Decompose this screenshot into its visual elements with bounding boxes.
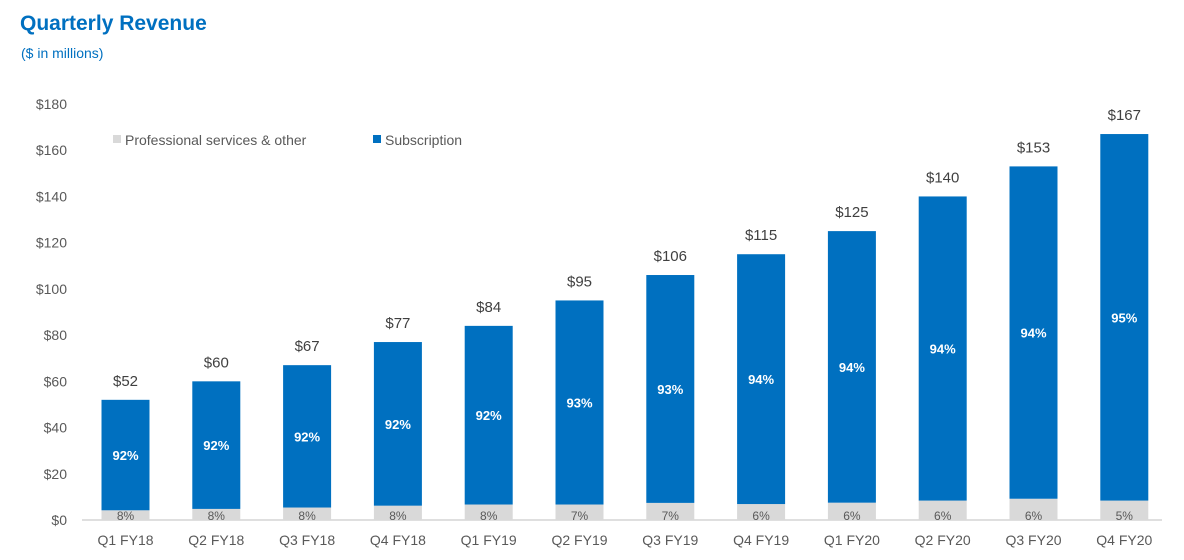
bar-subscription <box>555 300 604 505</box>
y-tick-label: $180 <box>36 96 67 112</box>
x-category-label: Q4 FY19 <box>733 532 789 548</box>
subscription-percent-label: 95% <box>1111 310 1137 325</box>
professional-services-percent-label: 8% <box>208 509 226 523</box>
x-category-label: Q1 FY18 <box>97 532 153 548</box>
bar-subscription <box>646 275 695 503</box>
y-tick-label: $120 <box>36 235 67 251</box>
total-value-label: $60 <box>204 354 229 371</box>
subscription-percent-label: 94% <box>930 342 956 357</box>
professional-services-percent-label: 8% <box>298 509 316 523</box>
total-value-label: $95 <box>567 273 592 290</box>
legend-swatch-subscription <box>373 135 381 143</box>
subscription-percent-label: 93% <box>657 382 683 397</box>
professional-services-percent-label: 7% <box>571 509 589 523</box>
x-category-label: Q1 FY20 <box>824 532 880 548</box>
subscription-percent-label: 94% <box>1020 326 1046 341</box>
professional-services-percent-label: 7% <box>662 509 680 523</box>
x-category-label: Q2 FY18 <box>188 532 244 548</box>
professional-services-percent-label: 6% <box>752 509 770 523</box>
x-category-label: Q2 FY19 <box>551 532 607 548</box>
professional-services-percent-label: 8% <box>389 509 407 523</box>
total-value-label: $77 <box>385 315 410 332</box>
y-tick-label: $140 <box>36 188 67 204</box>
chart-title: Quarterly Revenue <box>20 12 207 35</box>
legend-swatch-professional-services <box>113 135 121 143</box>
x-category-label: Q4 FY18 <box>370 532 426 548</box>
x-category-label: Q3 FY20 <box>1005 532 1061 548</box>
total-value-label: $84 <box>476 299 501 316</box>
subscription-percent-label: 92% <box>294 429 320 444</box>
professional-services-percent-label: 8% <box>480 509 498 523</box>
legend-label-professional-services: Professional services & other <box>125 132 307 148</box>
total-value-label: $153 <box>1017 139 1050 156</box>
x-category-label: Q3 FY19 <box>642 532 698 548</box>
y-tick-label: $40 <box>44 420 68 436</box>
y-tick-label: $20 <box>44 466 68 482</box>
subscription-percent-label: 92% <box>476 408 502 423</box>
total-value-label: $167 <box>1108 107 1141 124</box>
bar-professional-services <box>373 505 422 520</box>
bar-subscription <box>192 381 241 509</box>
bar-subscription <box>464 325 513 505</box>
bar-professional-services <box>192 508 241 520</box>
bar-professional-services <box>1100 500 1149 520</box>
bar-subscription <box>737 254 786 505</box>
professional-services-percent-label: 6% <box>934 509 952 523</box>
y-tick-label: $100 <box>36 281 67 297</box>
professional-services-percent-label: 5% <box>1116 509 1134 523</box>
bar-subscription <box>101 399 150 511</box>
bar-subscription <box>283 365 332 508</box>
bar-professional-services <box>827 502 876 520</box>
subscription-percent-label: 94% <box>748 372 774 387</box>
bar-professional-services <box>464 504 513 520</box>
y-tick-label: $60 <box>44 373 68 389</box>
subscription-percent-label: 92% <box>112 448 138 463</box>
bar-subscription <box>373 342 422 506</box>
x-category-label: Q3 FY18 <box>279 532 335 548</box>
bar-subscription <box>1100 134 1149 501</box>
professional-services-percent-label: 6% <box>1025 509 1043 523</box>
total-value-label: $67 <box>295 338 320 355</box>
x-category-label: Q4 FY20 <box>1096 532 1152 548</box>
bar-subscription <box>1009 166 1058 499</box>
professional-services-percent-label: 8% <box>117 509 135 523</box>
bar-professional-services <box>101 510 150 520</box>
x-category-label: Q2 FY20 <box>915 532 971 548</box>
y-tick-label: $0 <box>51 512 67 528</box>
bar-professional-services <box>283 507 332 520</box>
bar-subscription <box>827 231 876 503</box>
bar-professional-services <box>646 502 695 520</box>
chart-subtitle: ($ in millions) <box>21 45 104 61</box>
total-value-label: $52 <box>113 373 138 390</box>
x-category-label: Q1 FY19 <box>461 532 517 548</box>
total-value-label: $106 <box>654 248 687 265</box>
subscription-percent-label: 92% <box>203 438 229 453</box>
bar-professional-services <box>918 500 967 520</box>
total-value-label: $115 <box>745 227 777 244</box>
subscription-percent-label: 92% <box>385 417 411 432</box>
y-tick-label: $160 <box>36 142 67 158</box>
bar-professional-services <box>555 504 604 520</box>
bar-subscription <box>918 196 967 501</box>
subscription-percent-label: 93% <box>566 395 592 410</box>
y-tick-label: $80 <box>44 327 68 343</box>
total-value-label: $140 <box>926 169 959 186</box>
legend-label-subscription: Subscription <box>385 132 462 148</box>
total-value-label: $125 <box>835 204 868 221</box>
professional-services-percent-label: 6% <box>843 509 861 523</box>
bar-professional-services <box>737 504 786 520</box>
bar-professional-services <box>1009 498 1058 520</box>
subscription-percent-label: 94% <box>839 360 865 375</box>
